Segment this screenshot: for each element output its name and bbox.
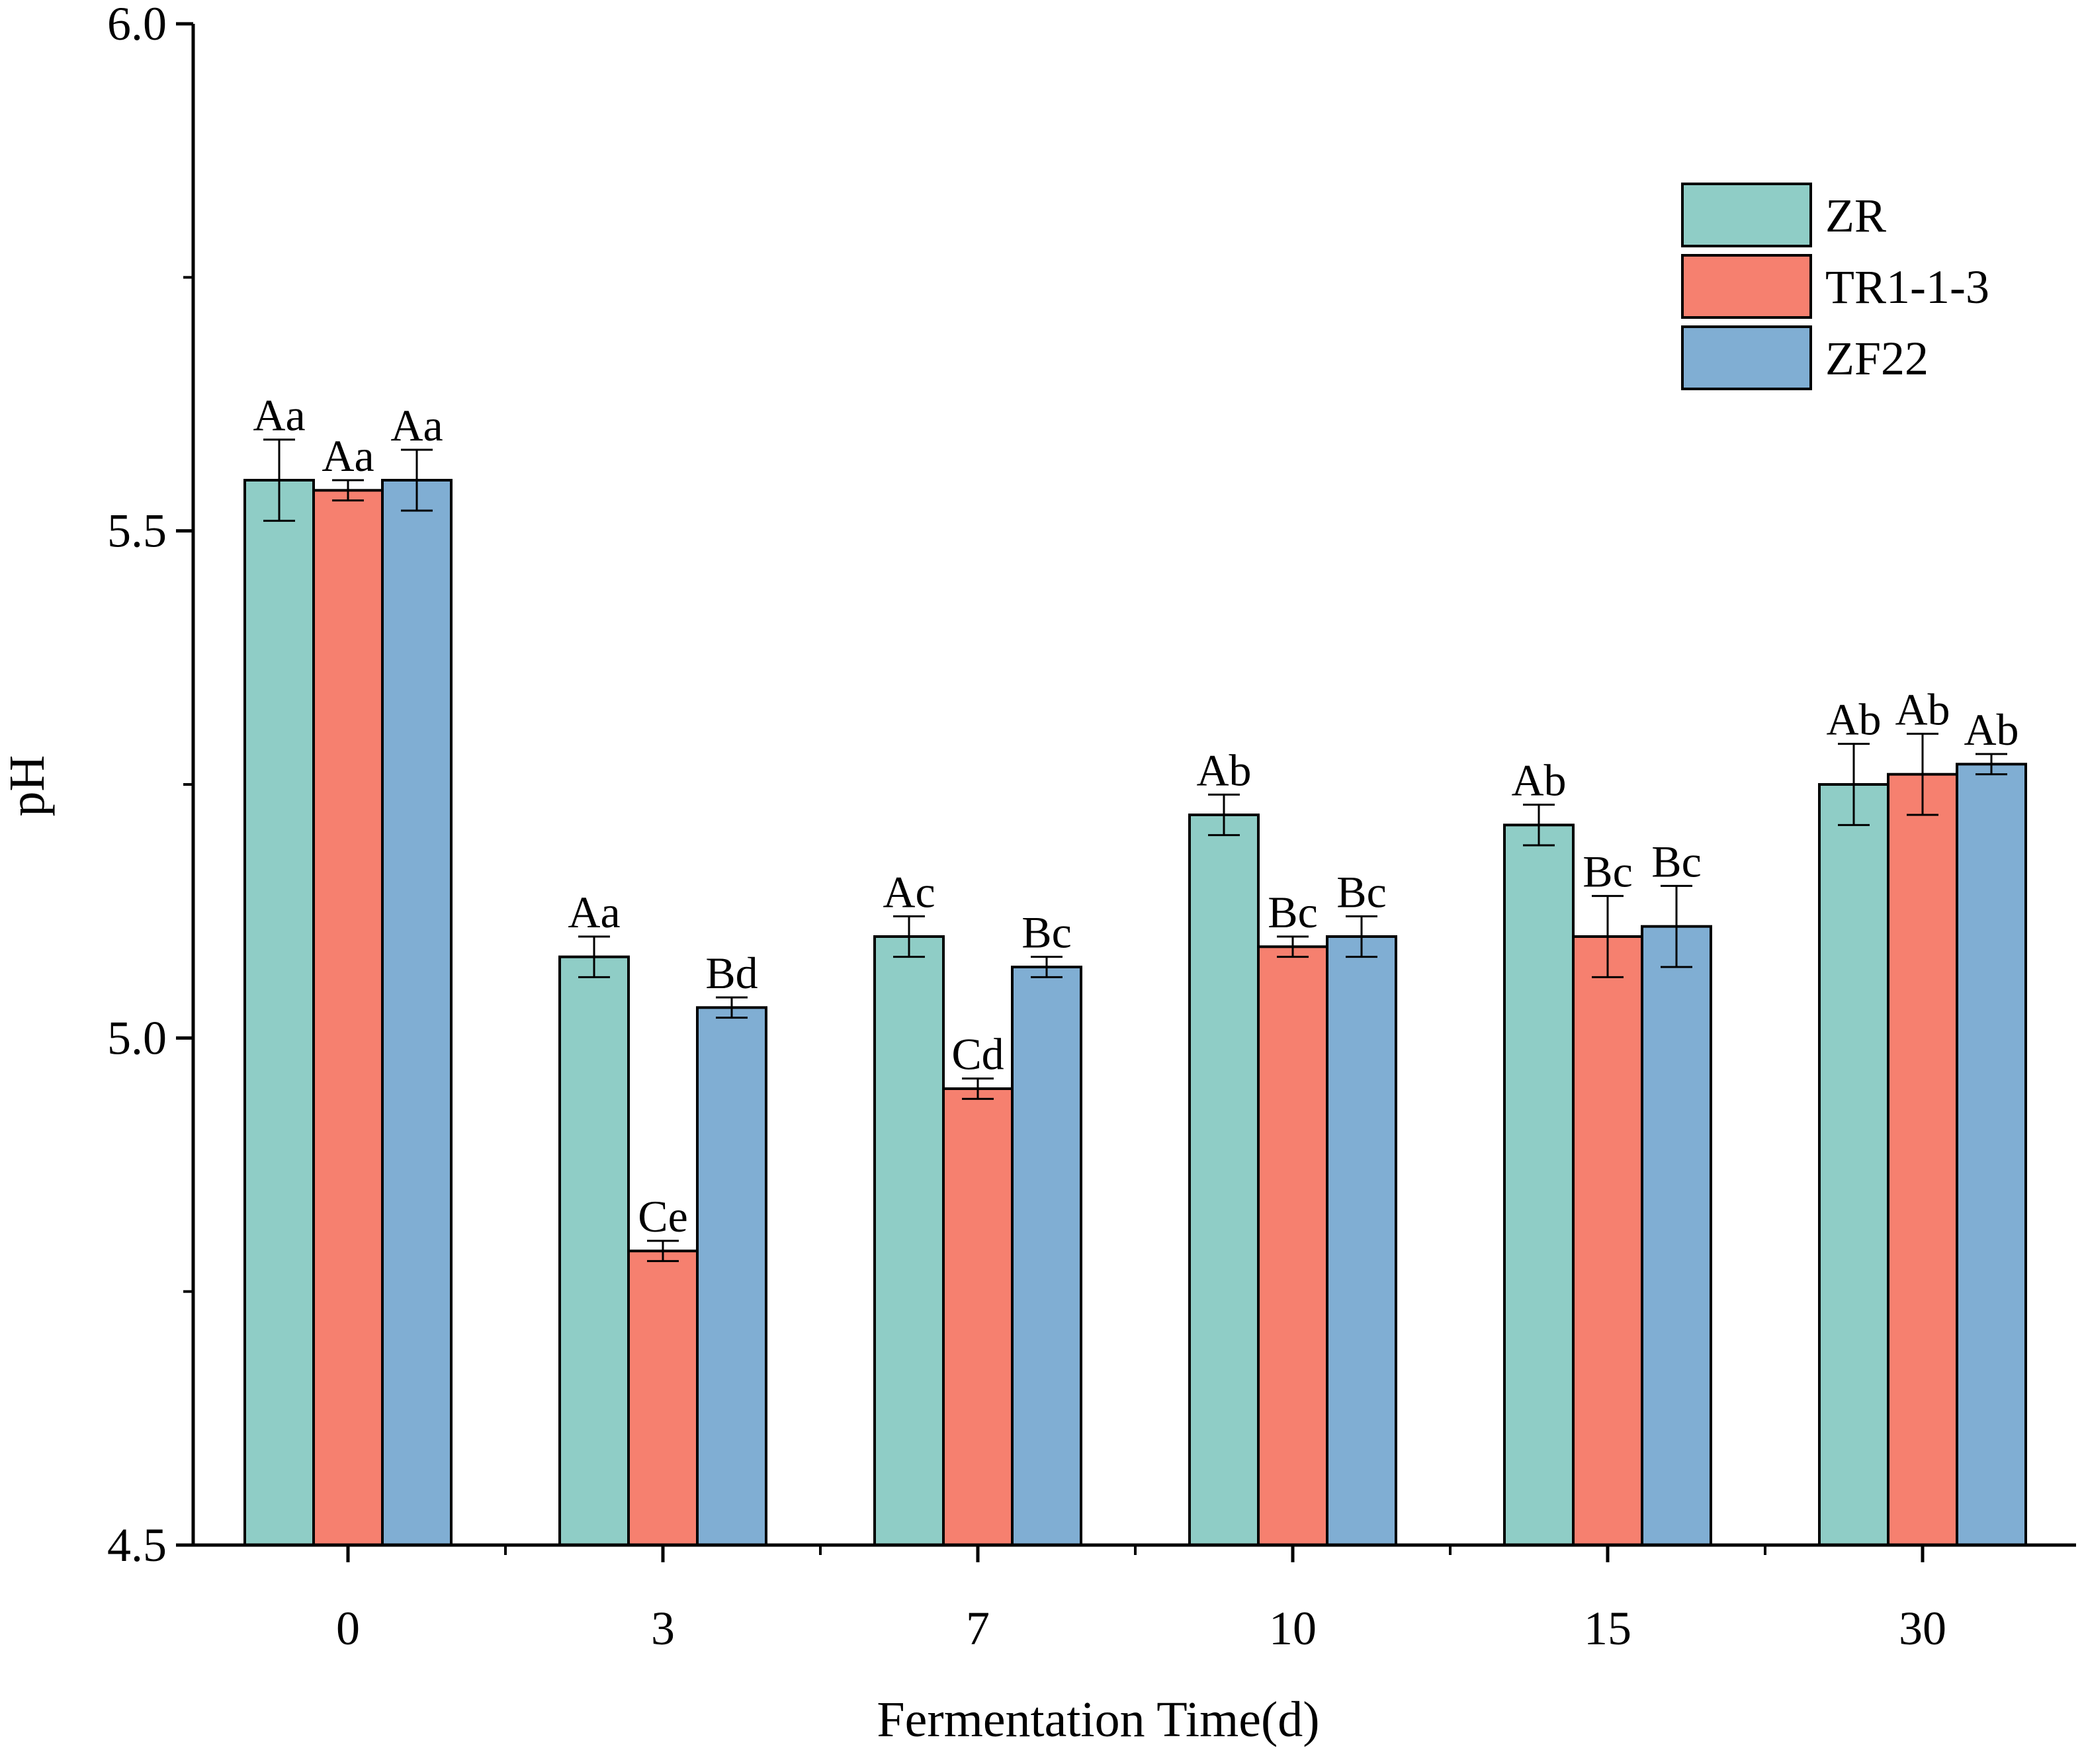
x-tick-label: 3 <box>651 1602 675 1655</box>
y-tick-label: 4.5 <box>107 1519 167 1572</box>
significance-label: Aa <box>253 390 305 441</box>
significance-label: Aa <box>322 431 374 481</box>
bar-zf22-day-3 <box>696 1006 767 1547</box>
x-axis-title: Fermentation Time(d) <box>877 1692 1319 1747</box>
y-tick-label: 6.0 <box>107 0 167 50</box>
bar-zf22-day-7 <box>1011 966 1082 1546</box>
bar-zf22-day-15 <box>1641 925 1712 1546</box>
bar-tr1-1-3-day-3 <box>627 1249 699 1547</box>
significance-label: Bc <box>1651 836 1702 886</box>
bar-zr-day-10 <box>1188 814 1260 1546</box>
bar-zr-day-3 <box>558 955 630 1546</box>
x-tick-label: 0 <box>336 1602 360 1655</box>
significance-label: Ce <box>638 1191 688 1241</box>
significance-label: Ab <box>1196 745 1251 795</box>
significance-label: Ab <box>1895 684 1950 734</box>
significance-label: Bd <box>705 948 758 998</box>
legend: ZR TR1-1-3 ZF22 <box>1681 183 1989 390</box>
bar-zr-day-15 <box>1503 823 1575 1546</box>
legend-swatch-zf22 <box>1681 325 1812 390</box>
x-tick-label: 10 <box>1269 1602 1317 1655</box>
significance-label: Ab <box>1511 755 1566 806</box>
y-tick-label: 5.5 <box>107 505 167 558</box>
significance-label: Aa <box>568 887 620 937</box>
significance-label: Aa <box>390 400 443 450</box>
y-axis-title: pH <box>0 755 55 817</box>
significance-label: Bc <box>1268 887 1318 937</box>
labels-layer: Aa Aa Ac Ab Ab Ab Aa Ce Cd Bc Bc Ab Aa Bd Bc Bc Bc Ab <box>253 390 2019 1241</box>
significance-label: Bc <box>1021 907 1072 958</box>
x-tick-label: 15 <box>1584 1602 1631 1655</box>
legend-label-tr1-1-3: TR1-1-3 <box>1825 261 1989 314</box>
bar-tr1-1-3-day-15 <box>1572 935 1643 1546</box>
bar-tr1-1-3-day-0 <box>312 489 384 1546</box>
x-tick-label: 7 <box>966 1602 990 1655</box>
legend-swatch-tr1-1-3 <box>1681 254 1812 319</box>
x-tick-label: 30 <box>1899 1602 1946 1655</box>
legend-label-zr: ZR <box>1825 189 1886 242</box>
bar-zf22-day-0 <box>381 479 453 1546</box>
bar-zf22-day-30 <box>1956 763 2027 1546</box>
bar-tr1-1-3-day-7 <box>942 1087 1014 1546</box>
bar-tr1-1-3-day-30 <box>1887 773 1958 1546</box>
bar-zr-day-7 <box>873 935 945 1546</box>
significance-label: Bc <box>1336 866 1387 917</box>
bars-layer <box>243 439 2027 1547</box>
significance-label: Ab <box>1826 694 1881 745</box>
y-tick-label: 5.0 <box>107 1011 167 1064</box>
bar-zr-day-30 <box>1818 783 1889 1546</box>
bar-tr1-1-3-day-10 <box>1257 945 1328 1547</box>
bar-zr-day-0 <box>243 479 315 1546</box>
significance-label: Bc <box>1583 847 1633 897</box>
significance-label: Ac <box>883 866 935 917</box>
legend-label-zf22: ZF22 <box>1825 332 1929 385</box>
significance-label: Cd <box>951 1029 1004 1079</box>
significance-label: Ab <box>1964 704 2019 755</box>
axes-layer: 4.5 5.0 5.5 6.0 0 3 7 10 15 30 <box>107 0 2076 1655</box>
bar-zf22-day-10 <box>1326 935 1397 1546</box>
legend-swatch-zr <box>1681 183 1812 247</box>
